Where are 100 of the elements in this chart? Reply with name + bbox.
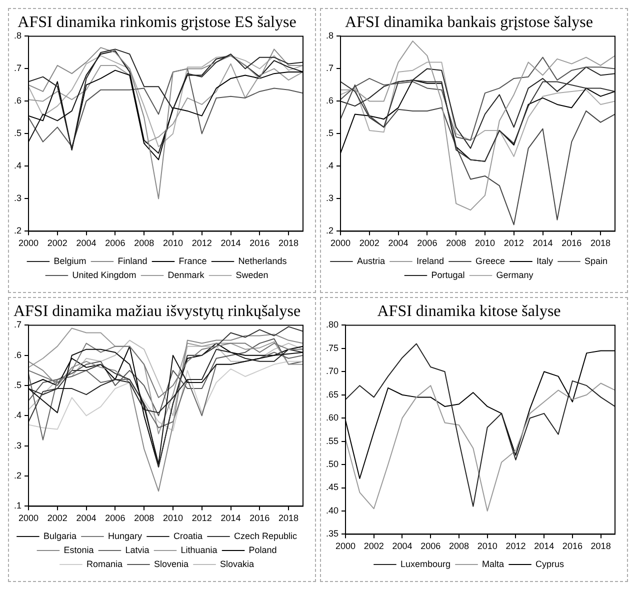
chart-title: AFSI dinamika rinkomis grįstose ES šalyse bbox=[18, 14, 296, 31]
chart-title: AFSI dinamika bankais grįstose šalyse bbox=[345, 14, 593, 31]
y-tick-label: .3 bbox=[326, 193, 334, 204]
x-tick-label: 2010 bbox=[477, 541, 498, 552]
legend-label: Malta bbox=[482, 558, 504, 569]
legend-label: France bbox=[178, 256, 207, 266]
legend-label: Lithuania bbox=[180, 544, 218, 555]
y-tick-label: .80 bbox=[326, 320, 339, 330]
y-tick-label: .60 bbox=[326, 412, 339, 423]
x-tick-label: 2016 bbox=[250, 238, 270, 248]
y-tick-label: .5 bbox=[14, 380, 22, 390]
x-tick-label: 2002 bbox=[47, 238, 68, 248]
x-tick-label: 2004 bbox=[76, 238, 96, 248]
legend-label: Luxembourg bbox=[400, 558, 451, 569]
x-tick-label: 2002 bbox=[364, 541, 384, 552]
y-tick-label: .4 bbox=[326, 160, 334, 171]
x-tick-label: 2010 bbox=[162, 513, 183, 524]
y-tick-label: .2 bbox=[14, 226, 22, 236]
chart-title: AFSI dinamika mažiau išvystytų rinkųšalyse bbox=[13, 302, 301, 320]
legend-label: Hungary bbox=[108, 530, 142, 541]
x-tick-label: 2006 bbox=[417, 238, 438, 248]
y-tick-label: .8 bbox=[14, 30, 22, 41]
legend-label: Germany bbox=[496, 270, 534, 280]
legend-label: Slovenia bbox=[154, 558, 189, 569]
x-tick-label: 2000 bbox=[18, 513, 39, 524]
legend-label: Czech Republic bbox=[234, 530, 298, 541]
y-tick-label: .40 bbox=[326, 505, 339, 516]
legend-label: Austria bbox=[356, 256, 385, 266]
legend-label: United Kingdom bbox=[72, 270, 136, 280]
legend-label: Croatia bbox=[174, 530, 203, 541]
y-tick-label: .7 bbox=[14, 320, 22, 330]
y-tick-label: .5 bbox=[14, 128, 22, 138]
legend-label: Cyprus bbox=[536, 558, 565, 569]
x-tick-label: 2010 bbox=[162, 238, 183, 248]
y-tick-label: .55 bbox=[326, 436, 339, 446]
y-tick-label: .35 bbox=[326, 528, 339, 539]
y-tick-label: .3 bbox=[14, 193, 22, 204]
legend-label: Ireland bbox=[416, 256, 444, 266]
y-tick-label: .7 bbox=[326, 63, 334, 74]
y-tick-label: .65 bbox=[326, 389, 339, 400]
x-tick-label: 2008 bbox=[134, 238, 154, 248]
y-tick-label: .45 bbox=[326, 482, 339, 492]
y-tick-label: .70 bbox=[326, 366, 339, 376]
legend-label: Portugal bbox=[431, 270, 465, 280]
y-tick-label: .7 bbox=[14, 63, 22, 74]
x-tick-label: 2008 bbox=[448, 541, 469, 552]
legend-label: Denmark bbox=[168, 270, 205, 280]
x-tick-label: 2010 bbox=[474, 238, 495, 248]
x-tick-label: 2012 bbox=[192, 238, 212, 248]
x-tick-label: 2008 bbox=[446, 238, 466, 248]
legend-label: Spain bbox=[584, 256, 608, 266]
y-tick-label: .2 bbox=[14, 470, 22, 481]
y-tick-label: .6 bbox=[14, 350, 22, 360]
y-tick-label: .8 bbox=[326, 30, 334, 41]
x-tick-label: 2016 bbox=[562, 238, 582, 248]
y-tick-label: .4 bbox=[14, 410, 22, 420]
y-tick-label: .75 bbox=[326, 342, 339, 353]
legend-label: Greece bbox=[475, 256, 506, 266]
x-tick-label: 2004 bbox=[388, 238, 408, 248]
legend-label: Sweden bbox=[236, 270, 268, 280]
legend-label: Bulgaria bbox=[43, 530, 76, 541]
x-tick-label: 2016 bbox=[562, 541, 582, 552]
y-tick-label: .6 bbox=[326, 96, 334, 106]
y-tick-label: .1 bbox=[14, 500, 22, 511]
x-tick-label: 2006 bbox=[105, 238, 126, 248]
y-tick-label: .3 bbox=[14, 440, 22, 450]
x-tick-label: 2000 bbox=[335, 541, 356, 552]
x-tick-label: 2008 bbox=[134, 513, 154, 524]
x-tick-label: 2014 bbox=[534, 541, 554, 552]
legend-label: Netherlands bbox=[238, 256, 288, 266]
x-tick-label: 2012 bbox=[192, 513, 212, 524]
x-tick-label: 2018 bbox=[590, 238, 611, 248]
legend-label: Poland bbox=[248, 544, 277, 555]
x-tick-label: 2000 bbox=[18, 238, 39, 248]
chart-title: AFSI dinamika kitose šalyse bbox=[377, 302, 561, 320]
x-tick-label: 2000 bbox=[330, 238, 351, 248]
x-tick-label: 2018 bbox=[278, 238, 299, 248]
x-tick-label: 2002 bbox=[359, 238, 380, 248]
legend-label: Finland bbox=[118, 256, 148, 266]
x-tick-label: 2006 bbox=[105, 513, 126, 524]
x-tick-label: 2016 bbox=[250, 513, 270, 524]
legend-label: Belgium bbox=[54, 256, 86, 266]
x-tick-label: 2014 bbox=[220, 238, 241, 248]
legend-label: Estonia bbox=[64, 544, 94, 555]
y-tick-label: .5 bbox=[326, 128, 334, 138]
legend-label: Slovakia bbox=[220, 558, 254, 569]
y-tick-label: .50 bbox=[326, 459, 339, 470]
y-tick-label: .4 bbox=[14, 160, 22, 171]
legend-label: Latvia bbox=[125, 544, 150, 555]
x-tick-label: 2006 bbox=[420, 541, 441, 552]
y-tick-label: .2 bbox=[326, 226, 334, 236]
x-tick-label: 2012 bbox=[506, 541, 526, 552]
legend-label: Italy bbox=[536, 256, 554, 266]
x-tick-label: 2014 bbox=[532, 238, 553, 248]
legend-label: Romania bbox=[86, 558, 122, 569]
x-tick-label: 2012 bbox=[504, 238, 524, 248]
x-tick-label: 2004 bbox=[76, 513, 96, 524]
x-tick-label: 2002 bbox=[47, 513, 68, 524]
x-tick-label: 2004 bbox=[392, 541, 412, 552]
x-tick-label: 2014 bbox=[220, 513, 241, 524]
